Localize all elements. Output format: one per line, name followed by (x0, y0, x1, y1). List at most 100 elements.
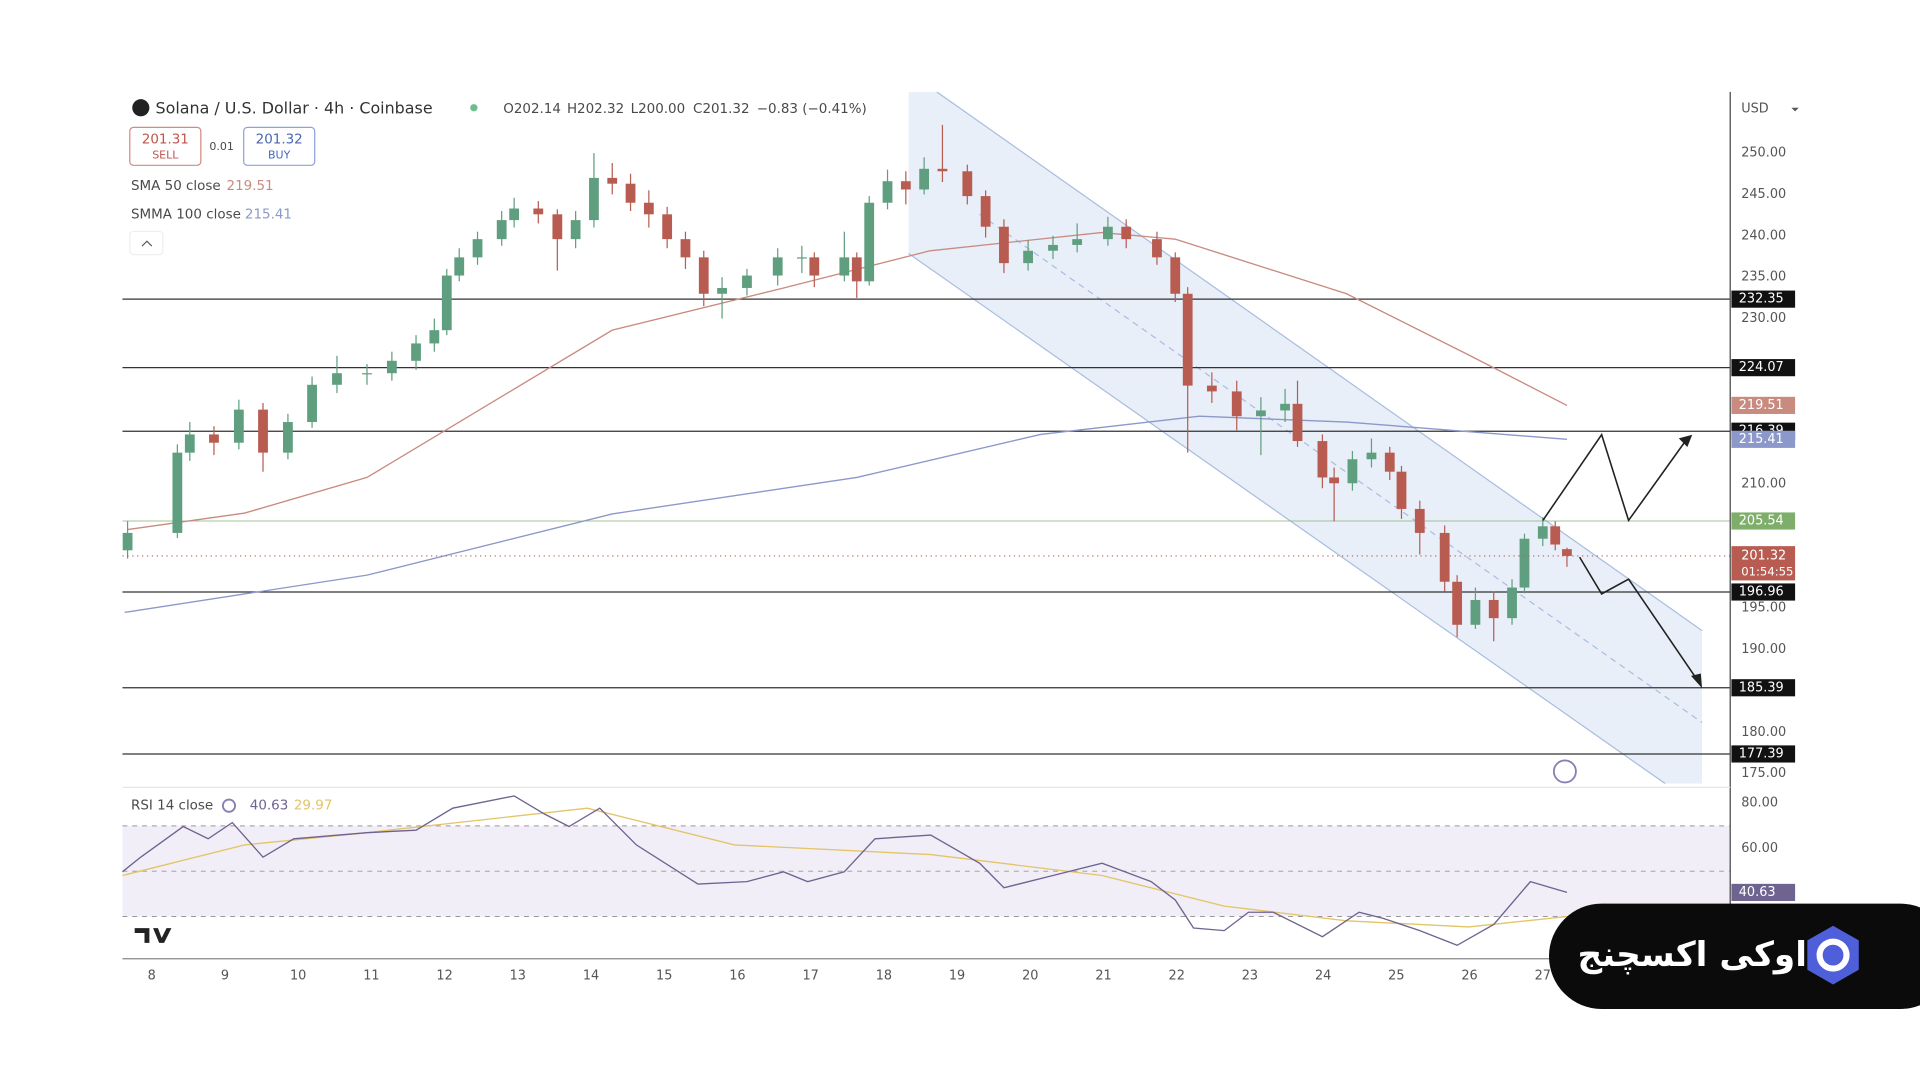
candle-body (1023, 250, 1033, 264)
y-tick-label: 190.00 (1741, 642, 1786, 657)
candle-body (962, 171, 973, 197)
x-tick-label: 9 (221, 968, 229, 983)
rsi-line (122, 795, 1568, 947)
candle-body (680, 239, 691, 258)
candle-body (362, 373, 372, 375)
y-tick-label: 250.00 (1741, 146, 1786, 161)
rsi-icon (221, 798, 237, 813)
candle-body (1329, 477, 1340, 484)
candle-body (258, 409, 268, 453)
rsi-ma-value: 29.97 (294, 799, 333, 814)
candle-body (919, 168, 930, 190)
candle-body (332, 373, 342, 385)
channel-top (936, 91, 1703, 632)
channel-bottom (908, 252, 1666, 784)
sell-price: 201.31 (142, 133, 189, 148)
ma-line (124, 415, 1568, 614)
buy-button[interactable] (243, 126, 316, 166)
candle-body (980, 196, 991, 227)
countdown: 01:54:55 (1741, 564, 1793, 578)
brand-icon (1807, 925, 1859, 985)
collapse-button[interactable] (129, 230, 164, 256)
ma-line (127, 231, 1568, 531)
collapse-icon (141, 240, 153, 247)
x-tick-label: 16 (729, 968, 745, 983)
candle-body (1562, 549, 1572, 556)
candle-body (283, 422, 293, 453)
candle-body (1396, 471, 1407, 509)
candle-body (1452, 581, 1463, 625)
x-tick-label: 10 (290, 968, 306, 983)
candle-body (937, 168, 948, 172)
rsi-tick-label: 60.00 (1741, 841, 1778, 856)
candle-body (1519, 538, 1530, 588)
candle-body (1347, 459, 1358, 484)
brand-icon-ring (1816, 938, 1850, 972)
candle-body (1280, 403, 1290, 411)
level-tag-bg (1731, 359, 1796, 377)
candle-body (441, 275, 452, 331)
candle-body (570, 220, 581, 240)
x-tick-label: 17 (802, 968, 818, 983)
ohlc-high: H202.32 (567, 102, 624, 117)
candle-body (717, 287, 727, 294)
candle-body (999, 226, 1009, 264)
y-tick-label: 240.00 (1741, 228, 1786, 243)
price-tag-bg (1731, 546, 1796, 581)
candle-body (429, 330, 440, 344)
candle-body (1256, 410, 1266, 417)
buy-label: BUY (268, 149, 291, 162)
candle-body (1292, 403, 1303, 442)
candle-body (496, 220, 507, 240)
x-tick-label: 27 (1535, 968, 1551, 983)
candle-body (1152, 239, 1162, 258)
candle-body (772, 257, 783, 276)
currency-caret (1791, 107, 1799, 112)
x-tick-label: 22 (1169, 968, 1185, 983)
candle-body (742, 275, 752, 288)
x-tick-label: 26 (1461, 968, 1477, 983)
ohlc-open: O202.14 (503, 102, 561, 117)
candle-body (1048, 244, 1058, 251)
candle-body (233, 409, 244, 443)
rsi-value: 40.63 (250, 799, 289, 814)
candle-body (552, 214, 563, 240)
level-label: 224.07 (1739, 360, 1784, 375)
level-label: 177.39 (1739, 746, 1784, 761)
x-tick-label: 20 (1022, 968, 1038, 983)
candle-body (1414, 508, 1425, 533)
level-tag-bg (1731, 745, 1796, 763)
replay-icon[interactable] (1552, 759, 1577, 784)
candle-body (851, 257, 862, 282)
candle-body (472, 239, 483, 258)
candle-body (1537, 526, 1548, 539)
highlight-tag-bg (1731, 512, 1796, 530)
candle-body (1317, 441, 1328, 478)
rsi-tick-label: 80.00 (1741, 796, 1778, 811)
candle-body (533, 208, 544, 215)
plot: 8 9 10 11 12 13 14 15 16 17 18 19 20 21 22 23 24 25 26 27 25… (122, 124, 1796, 983)
brand-name: اوکی اکسچنج (1577, 935, 1807, 975)
candle-body (509, 208, 520, 221)
symbol: Solana / U.S. Dollar · 4h · Coinbase (156, 98, 433, 117)
candle-body (454, 257, 465, 276)
arrow-down (1578, 556, 1701, 684)
candle-body (1366, 452, 1377, 460)
arrow-up (1542, 432, 1688, 523)
ohlc-change: −0.83 (−0.41%) (757, 102, 867, 117)
currency[interactable]: USD (1741, 101, 1769, 116)
candle-body (662, 214, 673, 240)
candle-body (864, 202, 875, 282)
channel-fill (908, 91, 1703, 784)
legend-value: 215.41 (245, 207, 292, 222)
x-tick-label: 14 (583, 968, 599, 983)
legend-value: 219.51 (227, 179, 274, 194)
candle-body (839, 257, 850, 276)
y-tick-label: 195.00 (1741, 601, 1786, 616)
arrow-head (1678, 434, 1693, 447)
rsi-tag-label: 40.63 (1739, 885, 1776, 900)
y-tick-label: 235.00 (1741, 270, 1786, 285)
x-tick-label: 24 (1315, 968, 1331, 983)
sell-button[interactable] (129, 126, 202, 166)
candle-body (209, 434, 219, 443)
